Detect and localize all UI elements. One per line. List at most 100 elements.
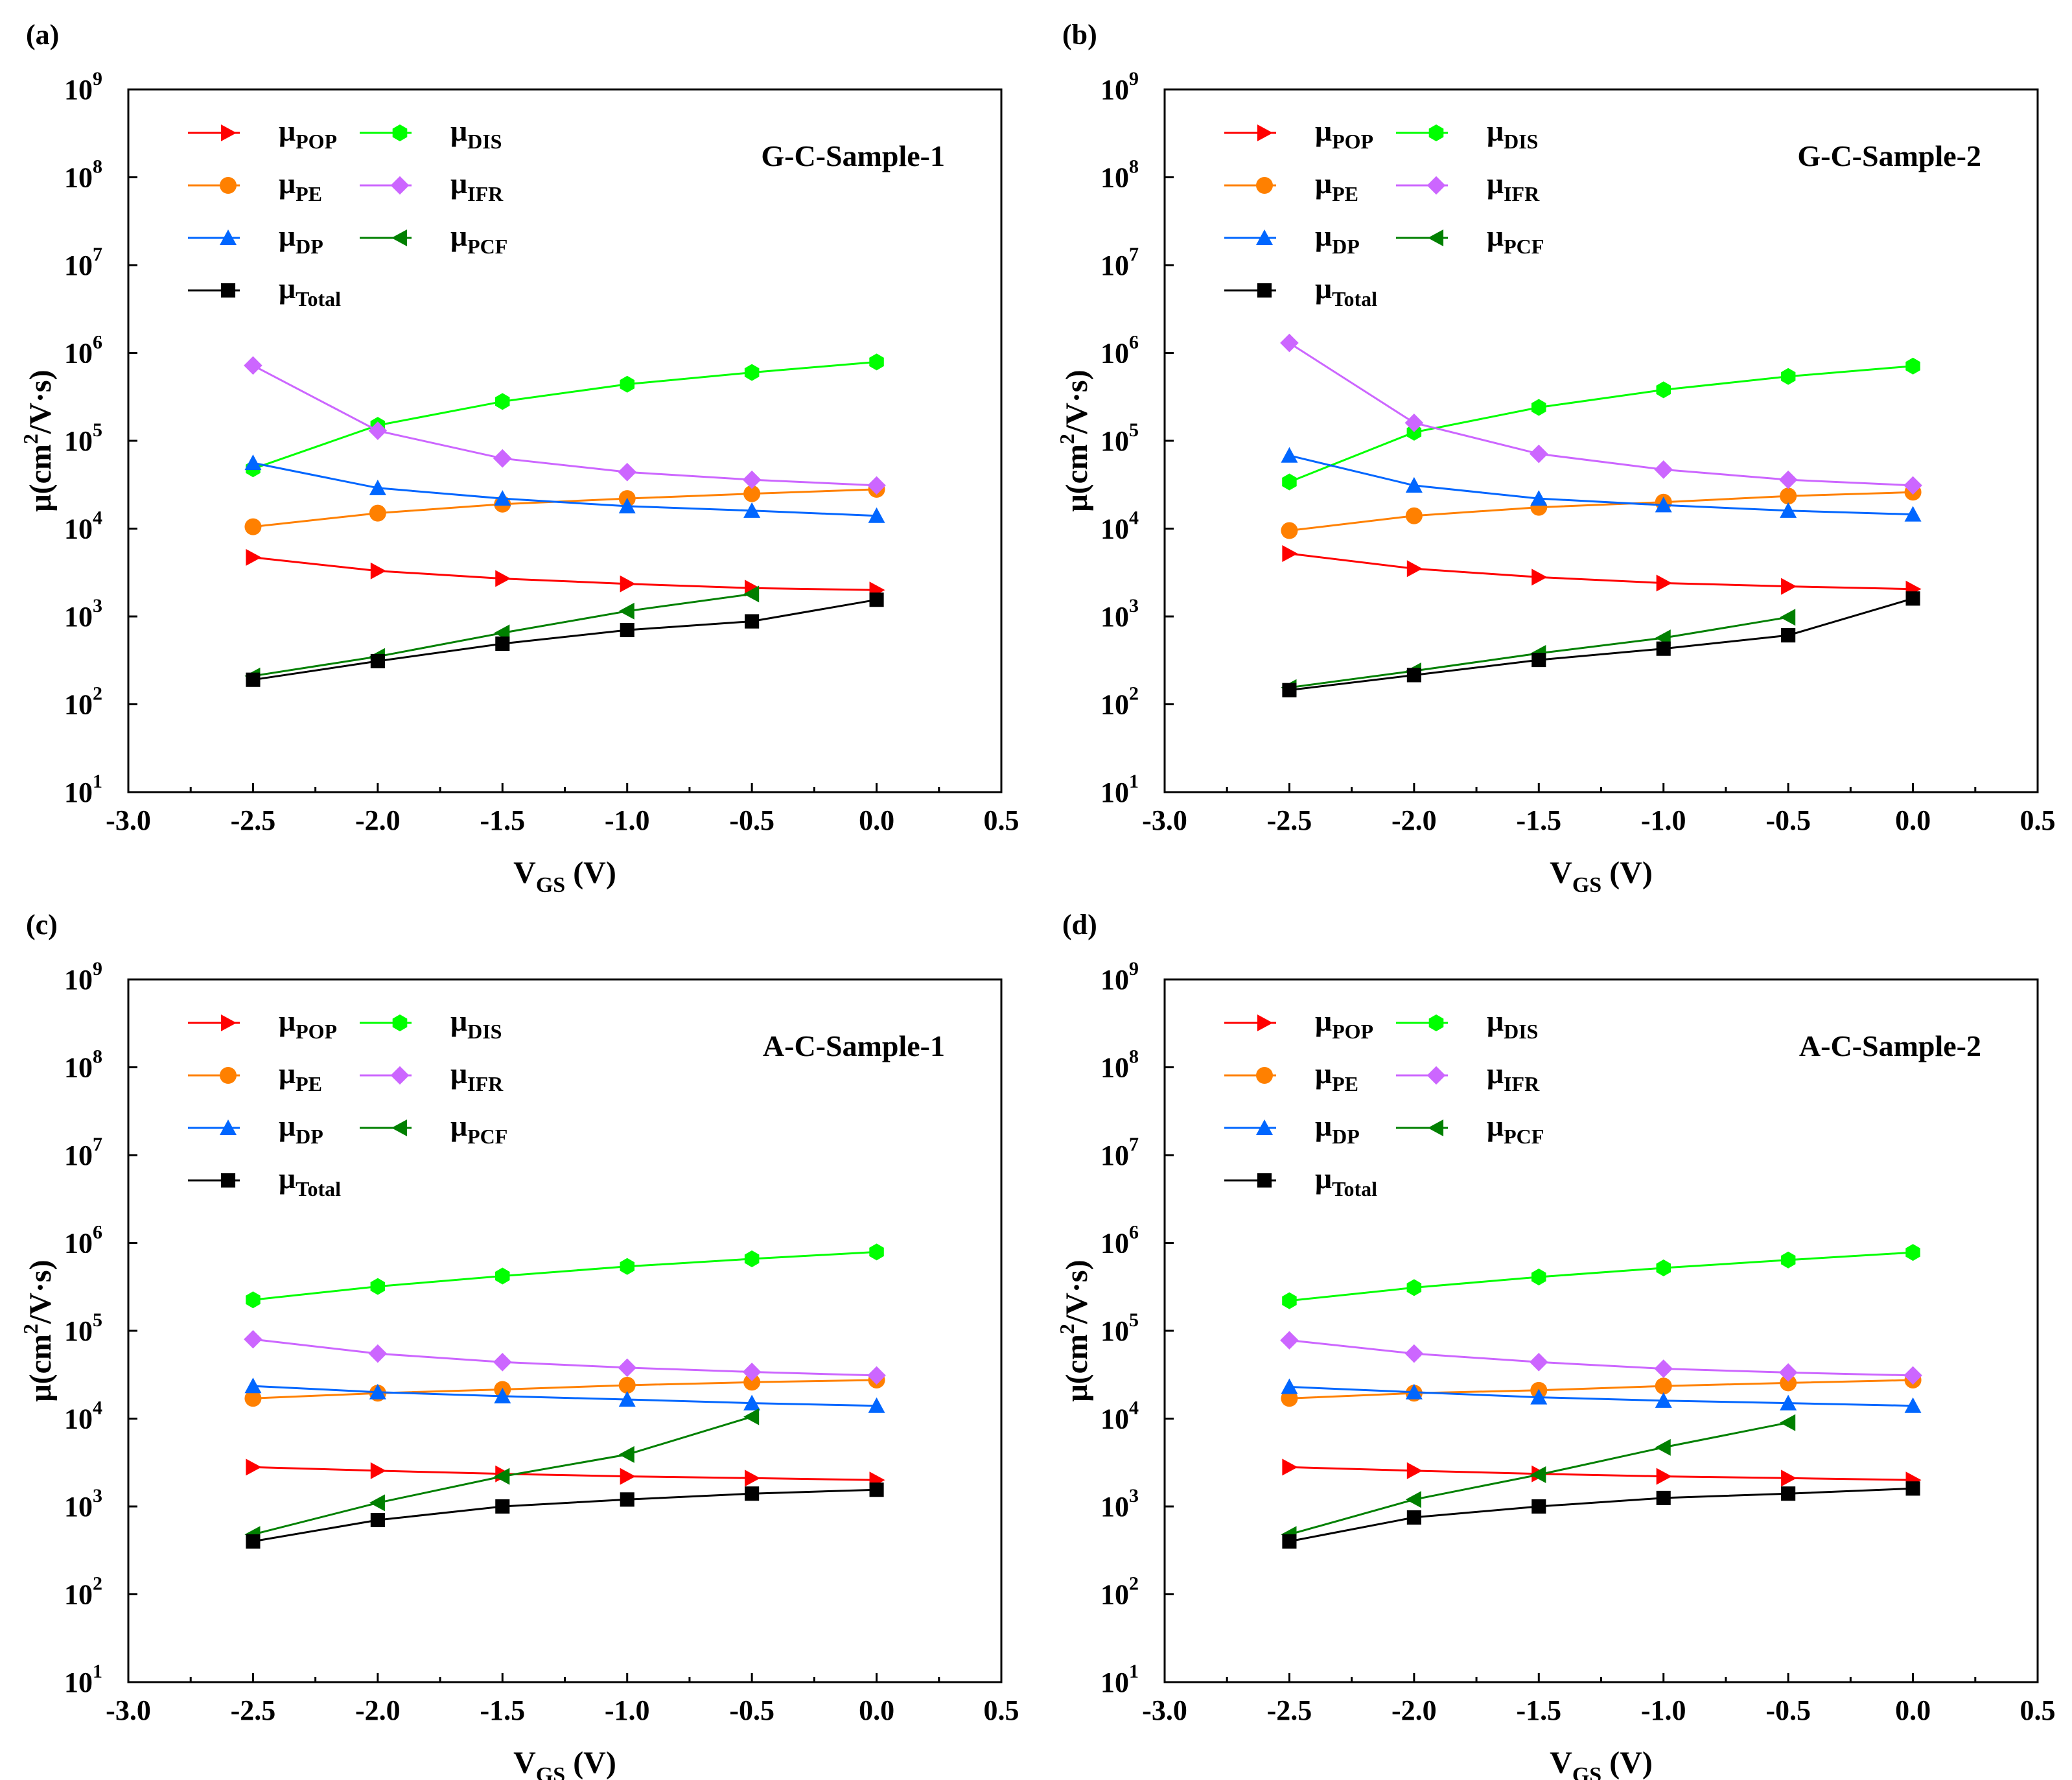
series-pop (1282, 1458, 1922, 1489)
data-point-dis (620, 375, 634, 393)
y-axis-label: μ(cm2/V·s) (1055, 369, 1094, 511)
data-point-total (495, 1499, 510, 1514)
legend-label: μIFR (450, 1057, 504, 1095)
data-point-pop (1781, 1470, 1797, 1487)
data-point-pop (620, 575, 636, 592)
legend-marker-dp (1256, 229, 1273, 246)
legend-label: μIFR (450, 167, 504, 205)
series-line-ifr (1289, 1339, 1913, 1377)
data-point-dis (1656, 381, 1671, 399)
legend-marker-total (220, 1173, 236, 1188)
legend-label: μDP (1315, 219, 1360, 258)
data-point-ifr (244, 1329, 262, 1349)
series-pe (1281, 1371, 1922, 1407)
data-point-dis (1531, 399, 1546, 416)
x-tick-label: -2.5 (231, 804, 276, 836)
x-tick-label: -1.5 (480, 1694, 525, 1726)
data-point-ifr (1280, 1331, 1299, 1350)
legend-item-ifr: μIFR (1396, 167, 1540, 205)
series-dis (246, 1243, 884, 1309)
chart-panel-a: (a) -3.0 -2.5 -2.0 -1.5 -1.0 -0.5 0.0 0.5 101 102 1… (0, 0, 1036, 897)
legend-item-ifr: μIFR (360, 1057, 504, 1095)
panel-label: (a) (26, 19, 59, 51)
data-point-ifr (493, 449, 512, 468)
y-tick-label: 102 (64, 683, 102, 721)
legend-marker-pe (1256, 1067, 1273, 1084)
legend-marker-dp (220, 1119, 237, 1136)
legend-label: μTotal (1315, 1162, 1377, 1200)
y-tick-label: 109 (1100, 958, 1139, 996)
data-point-total (1282, 1534, 1297, 1549)
data-point-pe (1281, 522, 1298, 539)
series-line-total (253, 598, 877, 681)
legend-item-pop: μPOP (188, 1004, 337, 1043)
x-tick-label: -1.0 (605, 1694, 650, 1726)
legend-marker-pe (1256, 177, 1273, 194)
legend-marker-pop (220, 124, 237, 141)
x-tick-label: 0.5 (2020, 1694, 2056, 1726)
series-total (246, 1482, 884, 1549)
x-tick-label: 0.0 (1895, 804, 1931, 836)
legend-item-ifr: μIFR (1396, 1057, 1540, 1095)
sample-label: G-C-Sample-1 (761, 139, 945, 172)
data-point-total (620, 1492, 634, 1507)
x-tick-label: -2.0 (355, 804, 401, 836)
x-tick-label: -2.5 (1267, 804, 1312, 836)
data-point-dis (495, 1267, 510, 1285)
series-total (1282, 591, 1920, 697)
series-pop (1282, 545, 1922, 598)
x-tick-label: -2.0 (1391, 1694, 1437, 1726)
data-point-dis (1282, 473, 1297, 491)
legend-label: μPCF (450, 1109, 507, 1148)
data-point-ifr (1529, 444, 1548, 463)
data-point-dis (1780, 1251, 1796, 1269)
legend-label: μPE (279, 167, 322, 205)
x-tick-label: -2.0 (355, 1694, 401, 1726)
legend-item-total: μTotal (188, 272, 341, 310)
sample-label: G-C-Sample-2 (1797, 139, 1981, 172)
data-point-dis (869, 353, 884, 371)
series-line-pop (253, 1466, 877, 1481)
data-point-dp (743, 1394, 761, 1411)
data-point-total (1406, 668, 1421, 683)
panel-label: (c) (26, 909, 58, 941)
data-point-total (869, 592, 884, 607)
data-point-ifr (618, 463, 637, 482)
data-point-dp (1655, 497, 1672, 513)
data-point-pe (244, 1390, 262, 1407)
data-point-dp (1405, 1383, 1423, 1399)
data-point-pcf (369, 1494, 385, 1512)
data-point-ifr (1654, 1359, 1673, 1378)
series-line-dp (1289, 454, 1913, 516)
x-tick-label: 0.5 (2020, 804, 2056, 836)
series-line-pe (253, 488, 877, 528)
y-tick-label: 101 (1100, 1661, 1139, 1698)
y-tick-label: 109 (64, 68, 102, 106)
x-tick-label: -2.5 (1267, 1694, 1312, 1726)
series-pop (246, 1458, 885, 1489)
data-point-pop (495, 570, 511, 587)
data-point-pe (1655, 1377, 1672, 1395)
y-tick-label: 104 (1100, 508, 1139, 545)
data-point-pop (1406, 560, 1423, 578)
data-point-ifr (1778, 1363, 1798, 1382)
series-line-dp (253, 462, 877, 517)
data-point-total (1531, 653, 1546, 668)
data-point-pe (244, 518, 262, 535)
y-tick-label: 106 (64, 332, 102, 369)
data-point-dis (1905, 357, 1920, 375)
y-axis-label: μ(cm2/V·s) (1055, 1259, 1094, 1401)
data-point-dp (1530, 490, 1548, 506)
data-point-dp (743, 502, 761, 518)
legend-item-dis: μDIS (1396, 1004, 1538, 1043)
data-point-total (1781, 1486, 1796, 1501)
series-line-pop (1289, 552, 1913, 591)
legend-item-dp: μDP (1224, 219, 1360, 258)
data-point-pop (246, 1458, 262, 1476)
legend-item-pe: μPE (1224, 167, 1358, 205)
legend-label: μPE (1315, 167, 1358, 205)
data-point-ifr (244, 356, 262, 375)
series-line-pe (1289, 1379, 1913, 1399)
legend-label: μPE (279, 1057, 322, 1095)
